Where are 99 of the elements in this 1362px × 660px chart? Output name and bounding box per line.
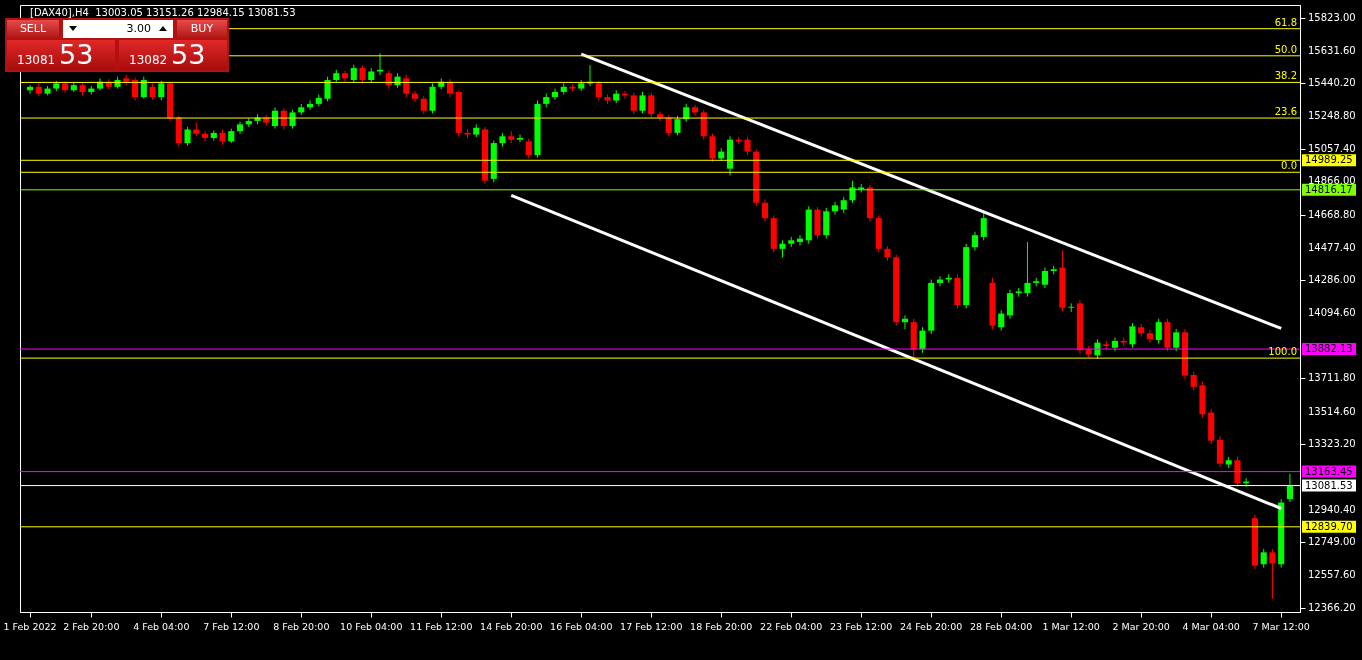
y-tick-label: 13323.20 [1308,438,1356,450]
y-tick-label: 15248.80 [1308,110,1356,122]
ref-line-label: 13163.45 [1305,465,1353,477]
x-tick-label: 8 Feb 20:00 [273,620,330,632]
y-tick-label: 13711.80 [1308,372,1356,384]
candlestick [324,76,331,102]
candlestick [761,198,769,223]
chart-title: [DAX40],H4 13003.05 13151.26 12984.15 13081.53 [30,7,296,18]
y-tick-label: 15631.60 [1308,44,1356,56]
candlestick [971,231,979,252]
candlestick [1269,548,1276,600]
x-tick-label: 28 Feb 04:00 [970,620,1033,632]
annotation: 3.00 [126,21,151,37]
x-tick-label: 1 Feb 2022 [3,620,57,632]
candlestick [1286,473,1293,503]
x-tick-label: 16 Feb 04:00 [550,620,613,632]
candlestick [411,90,419,103]
candlestick [1173,328,1180,352]
annotation: 38.2 [1274,70,1297,82]
ref-line-label: 13081.53 [1305,479,1353,491]
x-tick-label: 24 Feb 20:00 [900,620,963,632]
annotation: 53 [59,39,94,70]
candlestick [648,92,655,119]
candlestick [429,82,436,114]
y-tick-label: 14668.80 [1308,208,1356,220]
ref-line-label: 14816.17 [1305,183,1353,195]
y-tick-label: 12557.60 [1308,568,1356,580]
candlestick [919,326,926,354]
candlestick [1129,322,1136,349]
candlestick [1234,456,1241,488]
lot-size-field: 3.00 [63,20,173,38]
sell-button: SELL [7,20,59,38]
candlestick [700,109,707,141]
annotation: 0.0 [1281,160,1297,172]
candlestick [1006,289,1014,320]
ref-line-label: 14989.25 [1305,154,1353,166]
candlestick [341,70,349,83]
annotation: 50.0 [1274,43,1297,55]
y-tick-label: 15057.40 [1308,142,1356,154]
x-tick-label: 23 Feb 12:00 [830,620,893,632]
candlestick [1041,267,1049,289]
x-tick-label: 4 Feb 04:00 [133,620,190,632]
candlestick [674,115,681,136]
x-tick-label: 7 Feb 12:00 [203,620,260,632]
candlestick [158,80,165,101]
candlestick [691,104,699,117]
bid-price-box: 13081 53 [7,40,115,70]
annotation: 53 [171,39,206,70]
x-tick-label: 10 Feb 04:00 [340,620,403,632]
x-tick-label: 2 Mar 20:00 [1112,620,1170,632]
ref-line-label: 12839.70 [1305,520,1353,532]
x-tick-label: 1 Mar 12:00 [1042,620,1100,632]
x-tick-label: 17 Feb 12:00 [620,620,683,632]
x-tick-label: 14 Feb 20:00 [480,620,543,632]
ref-line-label: 13882.13 [1305,343,1353,355]
x-tick-label: 18 Feb 20:00 [690,620,753,632]
y-tick-label: 14094.60 [1308,306,1356,318]
candlestick [1146,329,1154,344]
buy-button: BUY [177,20,227,38]
candlestick [1216,435,1224,468]
annotation: 100.0 [1268,346,1297,358]
y-tick-label: 15440.20 [1308,77,1356,89]
candlestick [1155,318,1162,344]
candlestick [998,309,1005,332]
candlestick [184,126,191,147]
candlestick [630,92,637,115]
annotation: 13082 [129,53,168,67]
annotation: 23.6 [1274,106,1297,118]
x-tick-label: 7 Mar 12:00 [1252,620,1310,632]
candlestick [831,201,839,216]
x-tick-label: 2 Feb 20:00 [63,620,120,632]
candlestick [551,88,559,101]
y-tick-label: 12940.40 [1308,503,1356,515]
y-tick-label: 14477.40 [1308,241,1356,253]
annotation: 13081 [17,53,56,67]
candlestick [403,74,410,98]
x-tick-label: 22 Feb 04:00 [760,620,823,632]
candlestick [709,133,716,163]
candlestick [1190,371,1197,391]
candlestick [595,80,602,101]
candlestick [525,138,532,159]
candlestick [1024,241,1031,298]
y-tick-label: 12749.00 [1308,536,1356,548]
candlestick [516,134,524,143]
candlestick [131,76,139,101]
y-tick-label: 14286.00 [1308,274,1356,286]
annotation: 61.8 [1274,16,1297,28]
candlestick [980,210,987,241]
x-tick-label: 4 Mar 04:00 [1182,620,1240,632]
candlestick [823,207,830,240]
candlestick [201,130,209,142]
candlestick [1260,548,1267,569]
ask-price-box: 13082 53 [119,40,227,70]
y-tick-label: 15823.00 [1308,12,1356,24]
y-tick-label: 13514.60 [1308,405,1356,417]
x-tick-label: 11 Feb 12:00 [410,620,473,632]
candlestick [849,180,856,204]
candlestick [639,91,646,114]
y-tick-label: 12366.20 [1308,601,1356,613]
